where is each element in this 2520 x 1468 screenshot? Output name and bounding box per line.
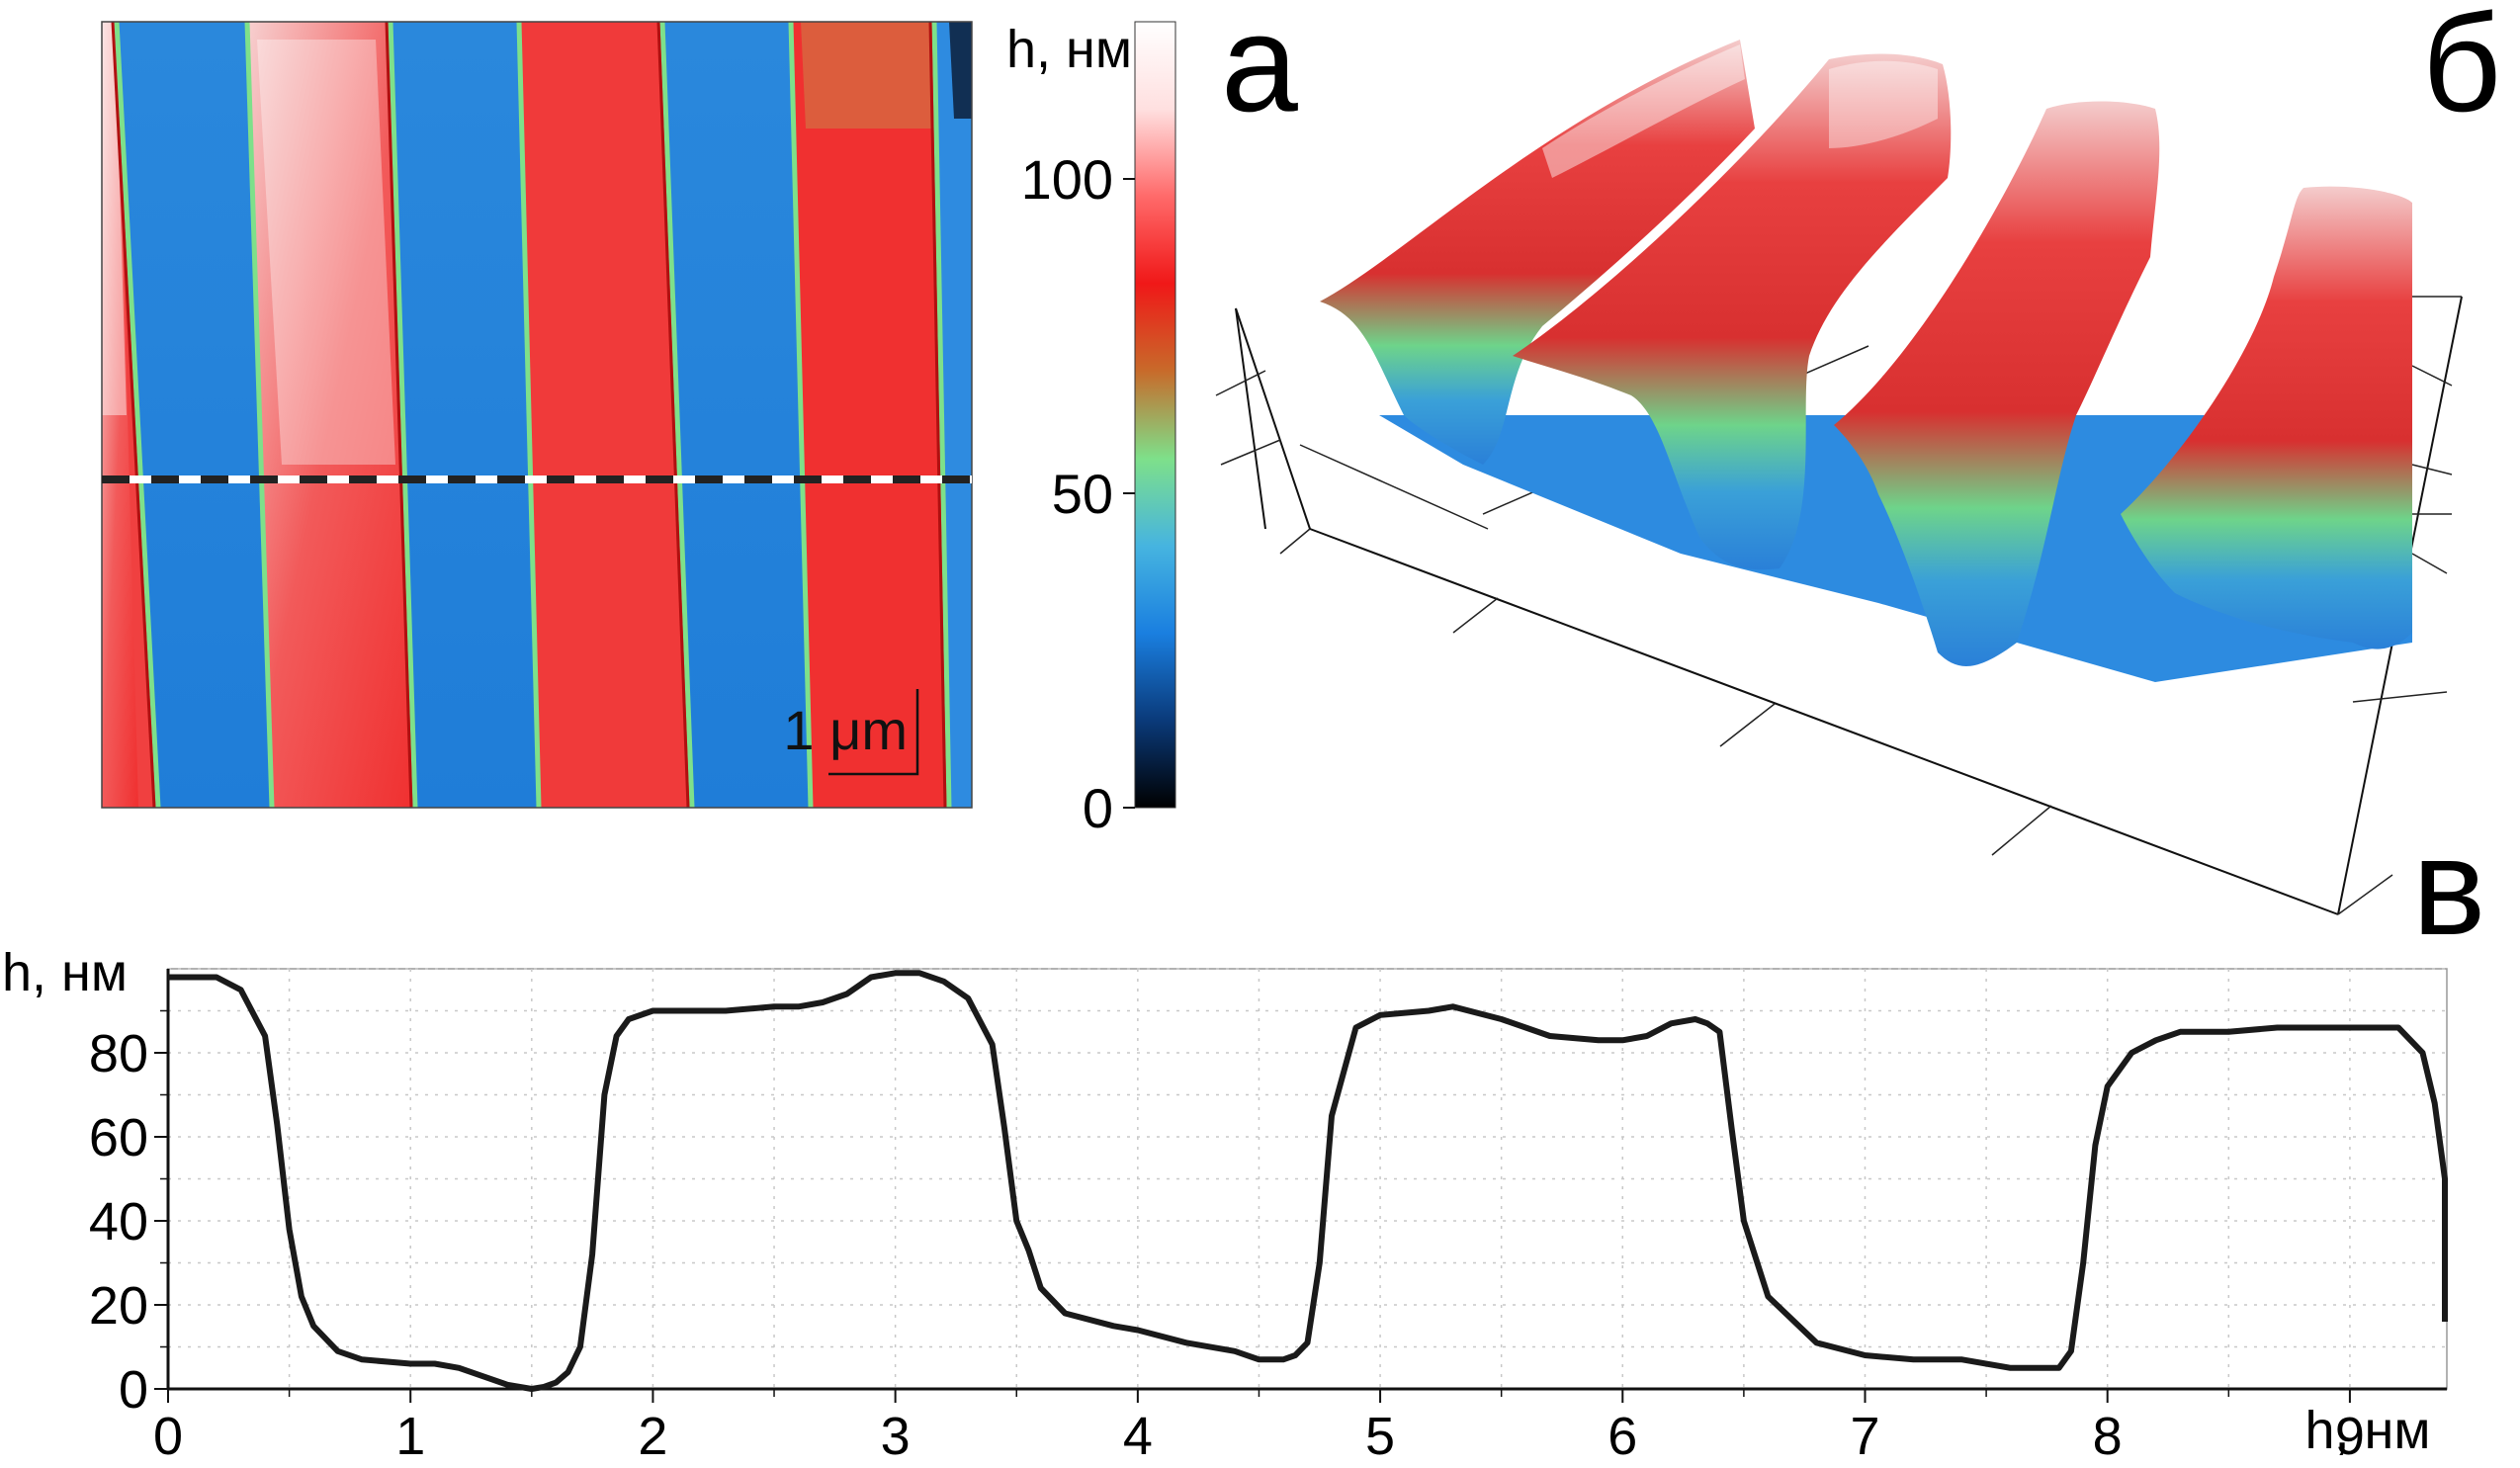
series-line-profile	[168, 970, 2448, 1392]
panel-letter-c: в	[2412, 809, 2485, 964]
surface-ridge	[2121, 186, 2412, 649]
map-stripe-high	[519, 22, 692, 808]
surface-ridge	[1513, 53, 1952, 570]
surface-3d-axes	[1235, 296, 2463, 915]
x-tick-label: 0	[153, 1407, 183, 1466]
panel-letter-a: а	[1221, 0, 1298, 140]
map-stripe-low	[662, 22, 811, 808]
x-tick-label: 1	[395, 1407, 425, 1466]
surface-3d	[1215, 40, 2463, 915]
map-stripe-edges-dark	[111, 22, 947, 808]
map-stripe-low	[934, 22, 972, 808]
profile-chart: 0 20 40 60 80 0 1 2 3 4 5 6 7 8 9 h, нм h, нм	[2, 943, 2448, 1466]
x-tick-label: 9	[2335, 1407, 2365, 1466]
x-tick-label: 3	[881, 1407, 911, 1466]
colorbar-gradient	[1134, 21, 1176, 809]
y-tick-label: 40	[89, 1192, 148, 1252]
map-stripe-high	[247, 22, 415, 808]
map-dark-corner	[949, 22, 972, 119]
map-highlight	[257, 40, 395, 465]
surface-ridge	[1320, 40, 1755, 465]
map-frame	[101, 21, 973, 809]
y-axis-label: h, нм	[2, 943, 128, 1002]
map-highlight	[801, 22, 934, 129]
x-tick-label: 8	[2093, 1407, 2123, 1466]
scale-bar-label: 1 μm	[783, 699, 908, 761]
height-map	[102, 22, 972, 808]
x-ticks: 0 1 2 3 4 5 6 7 8 9	[153, 1389, 2365, 1466]
map-stripe-high	[791, 22, 949, 808]
scale-bar: 1 μm	[783, 689, 919, 776]
y-ticks: 0 20 40 60 80	[89, 1009, 168, 1420]
surface-highlight	[1542, 44, 1745, 178]
y-tick-label: 20	[89, 1276, 148, 1336]
x-tick-label: 6	[1608, 1407, 1637, 1466]
grid-lines	[168, 968, 2447, 1389]
surface-ridge	[1834, 101, 2160, 666]
map-highlight	[102, 22, 127, 415]
colorbar-label: h, нм	[1006, 20, 1132, 79]
colorbar-tick-label: 50	[1052, 463, 1113, 525]
x-tick-label: 7	[1850, 1407, 1879, 1466]
colorbar: h, нм 0 50 100	[1006, 20, 1176, 839]
surface-highlight	[1829, 60, 1938, 148]
x-tick-label: 5	[1365, 1407, 1395, 1466]
x-axis-label: h, нм	[2305, 1401, 2431, 1460]
map-stripe-low	[391, 22, 539, 808]
map-stripe-edges	[114, 22, 952, 808]
map-stripe-low	[117, 22, 272, 808]
y-tick-label: 80	[89, 1024, 148, 1083]
y-tick-label: 0	[119, 1360, 148, 1420]
colorbar-tick-label: 100	[1021, 148, 1113, 211]
y-tick-label: 60	[89, 1108, 148, 1167]
colorbar-ticks: 0 50 100	[1021, 148, 1135, 839]
map-stripe-high	[102, 22, 138, 808]
x-tick-label: 2	[638, 1407, 667, 1466]
panel-letter-b: б	[2422, 0, 2501, 140]
x-tick-label: 4	[1123, 1407, 1153, 1466]
colorbar-tick-label: 0	[1083, 777, 1113, 839]
